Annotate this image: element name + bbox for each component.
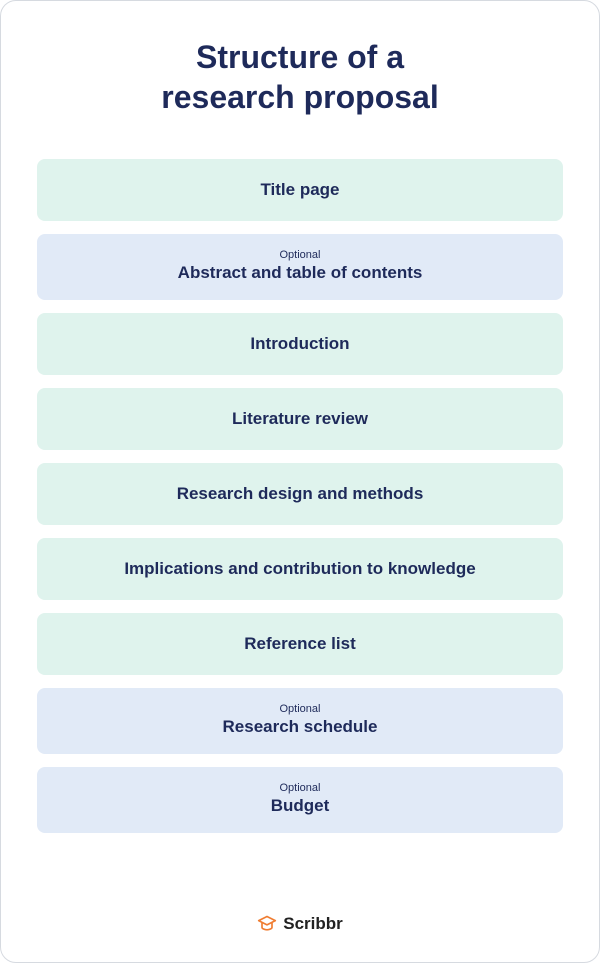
item-label: Budget xyxy=(271,796,330,816)
structure-item: Optional Abstract and table of contents xyxy=(37,234,563,300)
item-label: Abstract and table of contents xyxy=(178,263,423,283)
optional-tag: Optional xyxy=(280,782,321,794)
item-label: Research design and methods xyxy=(177,484,424,504)
structure-item: Implications and contribution to knowled… xyxy=(37,538,563,600)
optional-tag: Optional xyxy=(280,249,321,261)
structure-item: Introduction xyxy=(37,313,563,375)
item-label: Introduction xyxy=(250,334,349,354)
item-label: Research schedule xyxy=(223,717,378,737)
structure-item: Optional Budget xyxy=(37,767,563,833)
item-label: Title page xyxy=(260,180,339,200)
structure-item: Research design and methods xyxy=(37,463,563,525)
title-line-1: Structure of a xyxy=(196,39,404,75)
item-label: Literature review xyxy=(232,409,368,429)
optional-tag: Optional xyxy=(280,703,321,715)
structure-item: Reference list xyxy=(37,613,563,675)
item-label: Implications and contribution to knowled… xyxy=(124,559,475,579)
item-label: Reference list xyxy=(244,634,356,654)
items-list: Title page Optional Abstract and table of … xyxy=(37,159,563,886)
brand-footer: Scribbr xyxy=(37,914,563,934)
graduation-cap-icon xyxy=(257,914,277,934)
brand-name: Scribbr xyxy=(283,914,343,934)
structure-item: Literature review xyxy=(37,388,563,450)
card-title: Structure of a research proposal xyxy=(37,37,563,117)
structure-item: Title page xyxy=(37,159,563,221)
proposal-structure-card: Structure of a research proposal Title p… xyxy=(0,0,600,963)
title-line-2: research proposal xyxy=(161,79,438,115)
structure-item: Optional Research schedule xyxy=(37,688,563,754)
